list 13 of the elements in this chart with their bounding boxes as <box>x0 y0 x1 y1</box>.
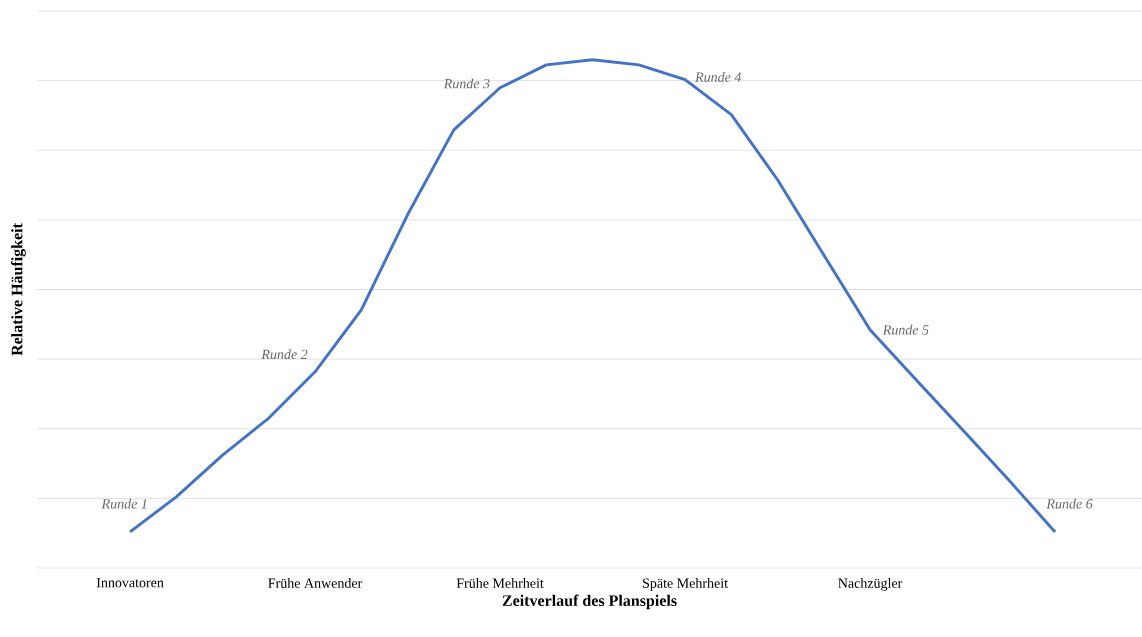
annotation: Runde 3 <box>443 78 490 89</box>
annotation: Runde 2 <box>261 349 308 360</box>
y-axis-title: Relative Häufigkeit <box>11 223 26 356</box>
annotation: Runde 5 <box>882 324 929 335</box>
annotation: Runde 6 <box>1046 498 1093 509</box>
x-tick-label: Nachzügler <box>838 578 903 591</box>
x-axis-title: Zeitverlauf des Planspiels <box>502 594 677 610</box>
x-tick-label: Späte Mehrheit <box>643 578 728 591</box>
annotation: Runde 4 <box>695 72 742 82</box>
annotation: Runde 1 <box>101 498 147 509</box>
x-tick-label: Innovatoren <box>96 578 164 588</box>
x-tick-label: Frühe Mehrheit <box>456 578 544 588</box>
x-tick-label: Frühe Anwender <box>268 578 363 588</box>
